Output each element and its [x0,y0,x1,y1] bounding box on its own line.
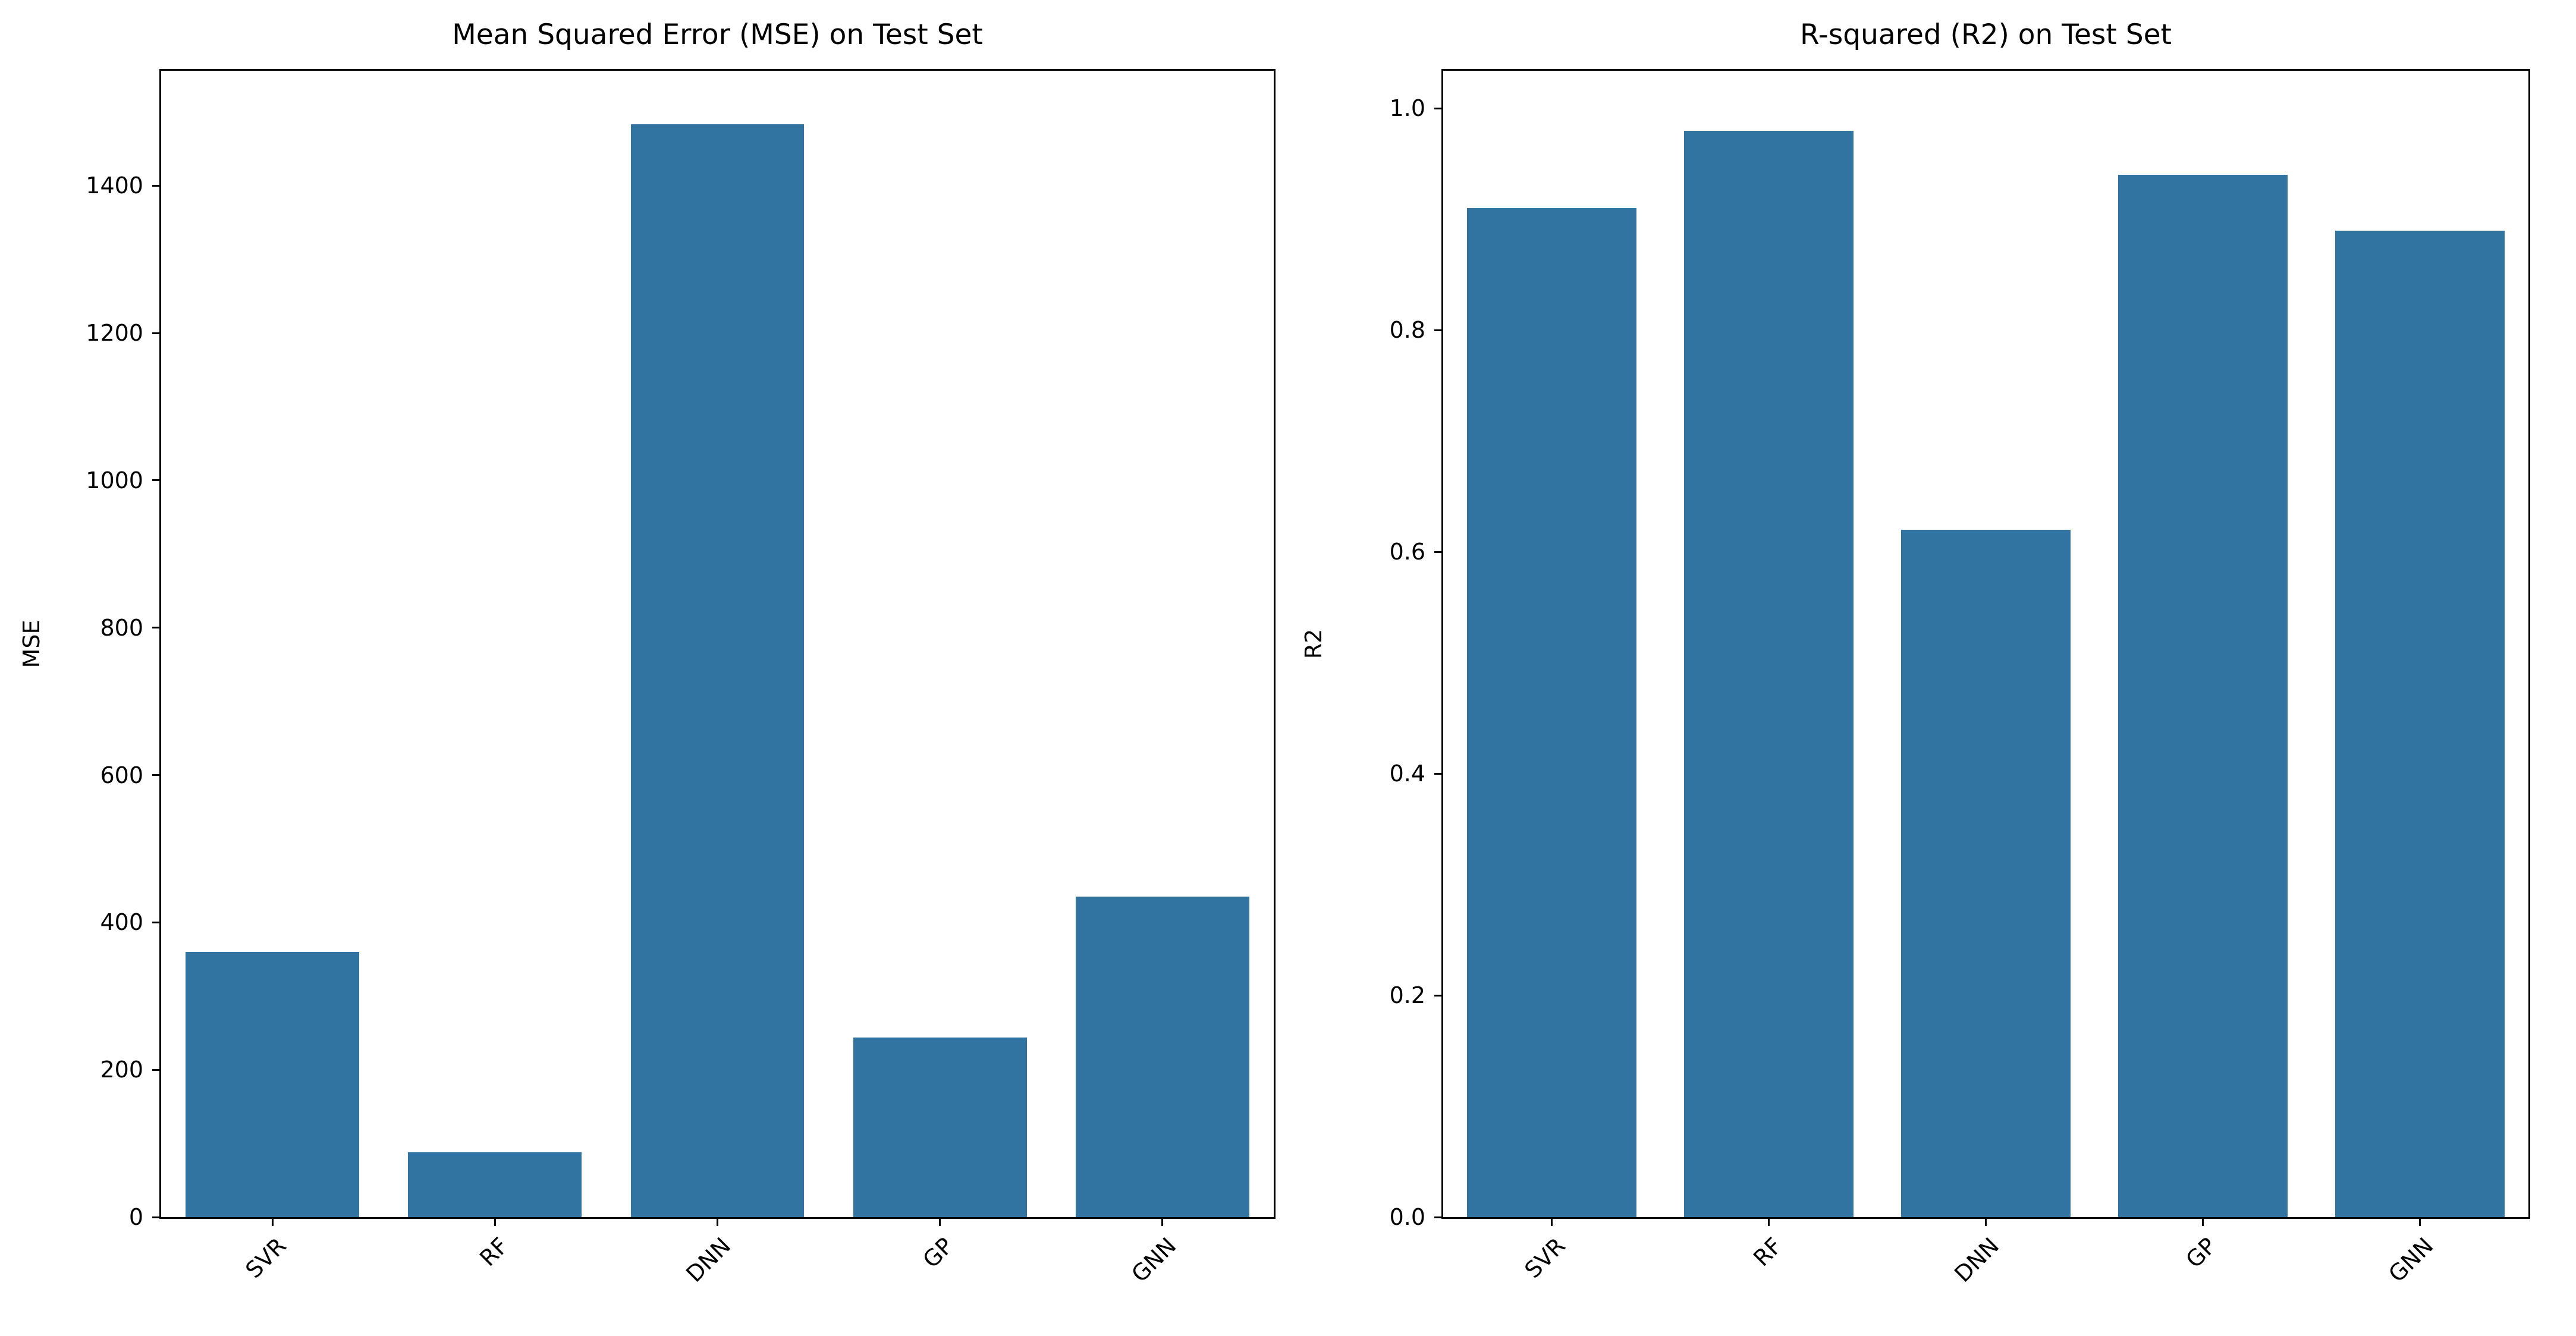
y-tick-label-0: 0 [128,1204,143,1230]
x-tick-mark [271,1217,274,1226]
r2-chart: R-squared (R2) on Test Set R2 0.0 0.2 0.4 0… [1300,0,2576,1336]
r2-bars [1443,71,2528,1217]
bar-gnn [2335,230,2505,1217]
bar-slot-gnn [1051,71,1274,1217]
r2-chart-title: R-squared (R2) on Test Set [1800,18,2172,51]
y-tick-label-0.8: 0.8 [1389,317,1425,344]
y-tick-label-0.2: 0.2 [1389,982,1425,1009]
x-tick-mark [2202,1217,2204,1226]
y-tick-label-1200: 1200 [86,320,143,347]
y-tick-label-1000: 1000 [86,467,143,493]
x-tick-mark [717,1217,718,1226]
y-tick-mark [1434,107,1443,109]
bar-slot-gp [829,71,1051,1217]
y-tick-mark [152,921,161,923]
bar-slot-svr [161,71,384,1217]
bar-gp [2118,175,2288,1217]
bar-svr [1467,208,1636,1217]
bar-slot-dnn [606,71,828,1217]
y-tick-label-0.4: 0.4 [1389,760,1425,787]
y-tick-mark [152,479,161,482]
bar-slot-rf [1660,71,1877,1217]
y-tick-mark [152,332,161,334]
bar-rf [1684,130,1854,1217]
bar-dnn [630,124,805,1217]
bar-dnn [1901,529,2071,1217]
bar-slot-dnn [1877,71,2094,1217]
x-tick-mark [494,1217,496,1226]
bar-slot-gp [2094,71,2311,1217]
y-tick-mark [1434,772,1443,775]
y-tick-label-1.0: 1.0 [1389,95,1425,122]
bar-svr [186,951,360,1217]
y-tick-label-600: 600 [100,762,143,788]
x-tick-mark [1985,1217,1987,1226]
y-tick-label-0.6: 0.6 [1389,539,1425,565]
y-tick-label-1400: 1400 [86,172,143,199]
x-tick-mark [1768,1217,1770,1226]
y-tick-label-400: 400 [100,909,143,936]
y-tick-mark [1434,994,1443,997]
y-tick-mark [1434,329,1443,331]
mse-bars [161,71,1274,1217]
r2-plot-area: R-squared (R2) on Test Set R2 0.0 0.2 0.4 0… [1300,18,2530,1287]
y-tick-mark [152,1068,161,1071]
mse-plot-area: Mean Squared Error (MSE) on Test Set MSE… [18,18,1276,1287]
x-tick-mark [2419,1217,2421,1226]
y-tick-mark [1434,1216,1443,1218]
y-tick-mark [152,627,161,629]
x-tick-mark [1161,1217,1164,1226]
y-tick-mark [152,1216,161,1218]
y-tick-mark [152,184,161,187]
x-tick-mark [939,1217,941,1226]
y-tick-mark [1434,551,1443,553]
bar-rf [408,1152,582,1217]
bar-slot-gnn [2311,71,2528,1217]
bar-gnn [1075,897,1249,1217]
bar-slot-svr [1443,71,1660,1217]
mse-chart: Mean Squared Error (MSE) on Test Set MSE… [18,18,1276,1287]
mse-chart-title: Mean Squared Error (MSE) on Test Set [452,18,983,51]
bar-slot-rf [384,71,606,1217]
y-tick-label-800: 800 [100,614,143,641]
x-tick-mark [1551,1217,1553,1226]
y-tick-label-200: 200 [100,1057,143,1083]
bar-gp [853,1037,1027,1217]
y-tick-mark [152,774,161,777]
y-tick-label-0.0: 0.0 [1389,1204,1425,1230]
